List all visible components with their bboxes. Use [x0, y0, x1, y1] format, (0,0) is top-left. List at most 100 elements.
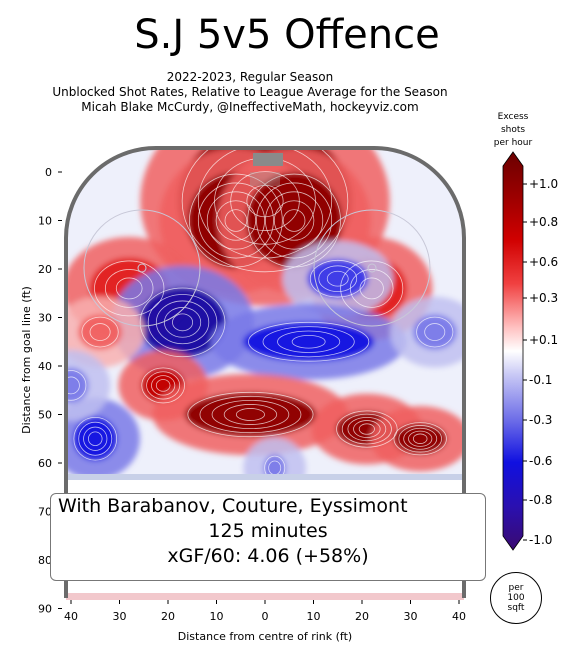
per-area-text: per 100 sqft — [507, 583, 525, 613]
colorbar-title-line-2: shots — [501, 125, 525, 135]
heat-core — [394, 423, 447, 455]
contour-line — [326, 270, 349, 287]
contour-line — [393, 422, 447, 456]
contour-line — [141, 367, 185, 404]
colorbar-tick-label: -0.1 — [529, 373, 552, 387]
subtitle-season: 2022-2023, Regular Season — [166, 70, 334, 84]
chart-title: S.J 5v5 Offence — [134, 12, 440, 58]
contour-line — [139, 287, 226, 358]
contour-line — [172, 313, 194, 332]
contour-line — [197, 182, 274, 259]
subtitle-author: Micah Blake McCurdy, @IneffectiveMath, h… — [81, 100, 419, 114]
contour-line — [262, 326, 355, 358]
y-tick-label: 20 — [38, 263, 52, 276]
rink-boards — [64, 146, 466, 598]
y-tick-label: 80 — [38, 554, 52, 567]
colorbar-tick-label: +0.3 — [529, 291, 558, 305]
contour-line — [412, 433, 428, 444]
y-tick-label: 50 — [38, 409, 52, 422]
contour-line — [403, 427, 438, 450]
contour-line — [235, 408, 265, 421]
x-axis: 40 30 20 10 0 10 20 30 40 — [64, 600, 466, 623]
contour-line — [248, 321, 370, 362]
y-tick-label: 40 — [38, 360, 52, 373]
contour-line — [211, 399, 290, 430]
contour-line — [197, 148, 333, 259]
minutes-text: 125 minutes — [208, 520, 328, 542]
x-tick-label: 40 — [452, 610, 466, 623]
contour-line — [291, 334, 326, 349]
x-tick-label: 10 — [307, 610, 321, 623]
contour-line — [187, 391, 314, 438]
colorbar-gradient — [502, 151, 524, 551]
contour-line — [215, 200, 257, 241]
contour-line — [247, 173, 341, 268]
contour-line — [66, 370, 87, 401]
contour-line — [318, 265, 358, 293]
contour-line — [347, 416, 387, 442]
contour-line — [151, 375, 176, 396]
contour-line — [282, 209, 306, 232]
subtitle-description: Unblocked Shot Rates, Relative to League… — [52, 85, 448, 99]
contour-line — [115, 277, 143, 300]
x-tick-label: 30 — [113, 610, 127, 623]
contour-line — [353, 420, 381, 438]
heat-core — [243, 322, 375, 362]
contour-line — [264, 455, 286, 476]
contour-line — [147, 294, 218, 351]
x-tick-label: 30 — [404, 610, 418, 623]
faceoff-circle-right — [313, 209, 431, 327]
colorbar-tick-label: -1.0 — [529, 533, 552, 547]
contour-line — [88, 431, 103, 446]
contour-line — [340, 260, 404, 317]
y-tick-label: 10 — [38, 215, 52, 228]
colorbar-tick-label: +0.1 — [529, 333, 558, 347]
y-tick-label: 30 — [38, 312, 52, 325]
y-tick-label: 0 — [45, 166, 52, 179]
x-tick-label: 40 — [64, 610, 78, 623]
per-area-badge: per 100 sqft — [490, 572, 542, 624]
rink-markings — [64, 146, 466, 600]
contour-line — [81, 316, 119, 348]
faceoff-dot-right — [367, 263, 377, 273]
colorbar-tick-label: -0.6 — [529, 454, 552, 468]
goal-crease — [250, 172, 280, 186]
y-tick-label: 90 — [38, 603, 52, 616]
heatmap-layer — [66, 148, 464, 476]
contour-line — [309, 259, 366, 298]
contour-line — [181, 148, 349, 273]
info-box: With Barabanov, Couture, Eyssimont 125 m… — [50, 493, 486, 581]
contour-line — [256, 182, 333, 259]
contour-line — [358, 423, 375, 435]
contour-line — [163, 307, 202, 338]
contour-line — [398, 425, 443, 453]
y-tick-label: 70 — [38, 506, 52, 519]
goal-net — [253, 153, 283, 166]
x-tick-label: 20 — [355, 610, 369, 623]
contour-line — [206, 191, 265, 250]
contour-line — [265, 191, 324, 250]
contour-line — [224, 209, 248, 232]
heat-core — [307, 259, 369, 299]
y-axis: 0 10 20 30 40 50 60 70 80 90 — [38, 166, 62, 616]
y-axis-label: Distance from goal line (ft) — [20, 286, 33, 434]
contour-line — [94, 260, 165, 317]
contour-line — [155, 379, 171, 392]
contour-line — [66, 376, 80, 395]
contour-line — [341, 413, 392, 445]
contour-line — [246, 184, 284, 218]
heat-core — [66, 367, 89, 403]
heat-core — [184, 392, 316, 437]
contour-line — [83, 426, 108, 451]
contour-line — [273, 200, 315, 241]
contour-line — [223, 404, 278, 425]
colorbar-tick-label: -0.3 — [529, 413, 552, 427]
heat-core — [138, 287, 227, 358]
heat-core — [78, 314, 122, 350]
blue-line — [66, 474, 464, 480]
colorbar-tick-label: +0.8 — [529, 215, 558, 229]
contour-line — [408, 430, 433, 447]
xgf-text: xGF/60: 4.06 (+58%) — [167, 545, 369, 567]
contour-line — [359, 277, 384, 300]
